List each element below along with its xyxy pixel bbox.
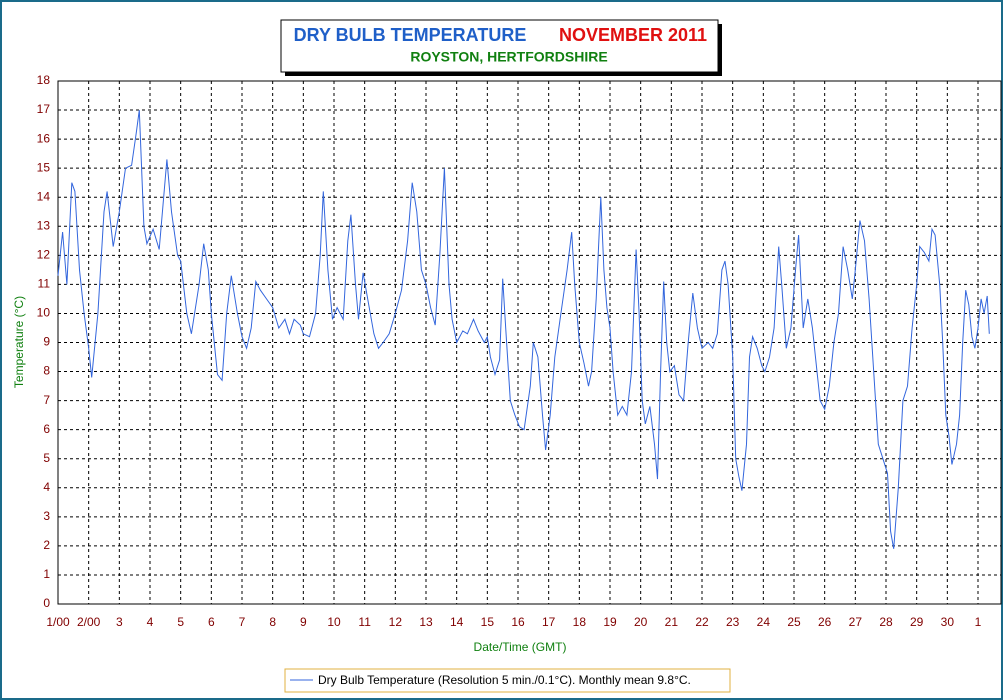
x-tick-label: 26: [818, 615, 832, 629]
chart-title: DRY BULB TEMPERATURE: [294, 25, 527, 45]
x-tick-label: 14: [450, 615, 464, 629]
x-tick-label: 29: [910, 615, 924, 629]
x-tick-label: 24: [757, 615, 771, 629]
y-tick-label: 1: [43, 567, 50, 581]
y-tick-label: 12: [37, 248, 51, 262]
chart-subtitle: ROYSTON, HERTFORDSHIRE: [410, 49, 607, 65]
y-tick-label: 7: [43, 393, 50, 407]
x-axis-label: Date/Time (GMT): [474, 640, 567, 654]
y-tick-label: 8: [43, 364, 50, 378]
x-tick-label: 7: [239, 615, 246, 629]
x-tick-label: 30: [941, 615, 955, 629]
legend-box: [284, 668, 731, 693]
x-tick-label: 23: [726, 615, 740, 629]
x-tick-label: 4: [147, 615, 154, 629]
x-tick-label: 5: [177, 615, 184, 629]
x-tick-label: 1/00: [46, 615, 70, 629]
x-tick-label: 28: [879, 615, 893, 629]
x-tick-label: 22: [695, 615, 709, 629]
x-tick-label: 20: [634, 615, 648, 629]
y-tick-label: 14: [37, 189, 51, 203]
x-tick-label: 19: [603, 615, 617, 629]
x-tick-label: 11: [358, 615, 371, 629]
x-tick-label: 8: [269, 615, 276, 629]
x-tick-label: 21: [665, 615, 679, 629]
x-tick-label: 9: [300, 615, 307, 629]
x-tick-label: 17: [542, 615, 556, 629]
title-box: [280, 19, 719, 73]
x-tick-label: 2/00: [77, 615, 101, 629]
y-tick-label: 3: [43, 509, 50, 523]
x-tick-label: 1: [975, 615, 982, 629]
x-tick-label: 16: [511, 615, 525, 629]
x-tick-label: 10: [327, 615, 341, 629]
x-tick-label: 15: [481, 615, 495, 629]
y-tick-label: 2: [43, 538, 50, 552]
y-tick-label: 13: [37, 218, 51, 232]
x-tick-label: 3: [116, 615, 123, 629]
y-tick-label: 0: [43, 596, 50, 610]
x-tick-label: 6: [208, 615, 215, 629]
y-tick-label: 4: [43, 480, 50, 494]
y-axis-label: Temperature (°C): [12, 296, 26, 388]
x-tick-label: 18: [573, 615, 587, 629]
legend-label: Dry Bulb Temperature (Resolution 5 min./…: [318, 673, 691, 687]
y-tick-label: 17: [37, 102, 51, 116]
y-tick-label: 11: [38, 277, 51, 291]
y-tick-label: 15: [37, 160, 51, 174]
y-tick-label: 9: [43, 335, 50, 349]
chart-period: NOVEMBER 2011: [559, 25, 707, 45]
y-tick-label: 10: [37, 306, 51, 320]
y-tick-label: 16: [37, 131, 51, 145]
x-tick-label: 12: [389, 615, 403, 629]
data-line: [57, 110, 990, 549]
x-tick-label: 25: [787, 615, 801, 629]
plot-border: [57, 80, 1002, 605]
x-tick-label: 13: [419, 615, 433, 629]
y-tick-label: 5: [43, 451, 50, 465]
y-tick-label: 6: [43, 422, 50, 436]
y-tick-label: 18: [37, 73, 51, 87]
x-tick-label: 27: [849, 615, 863, 629]
